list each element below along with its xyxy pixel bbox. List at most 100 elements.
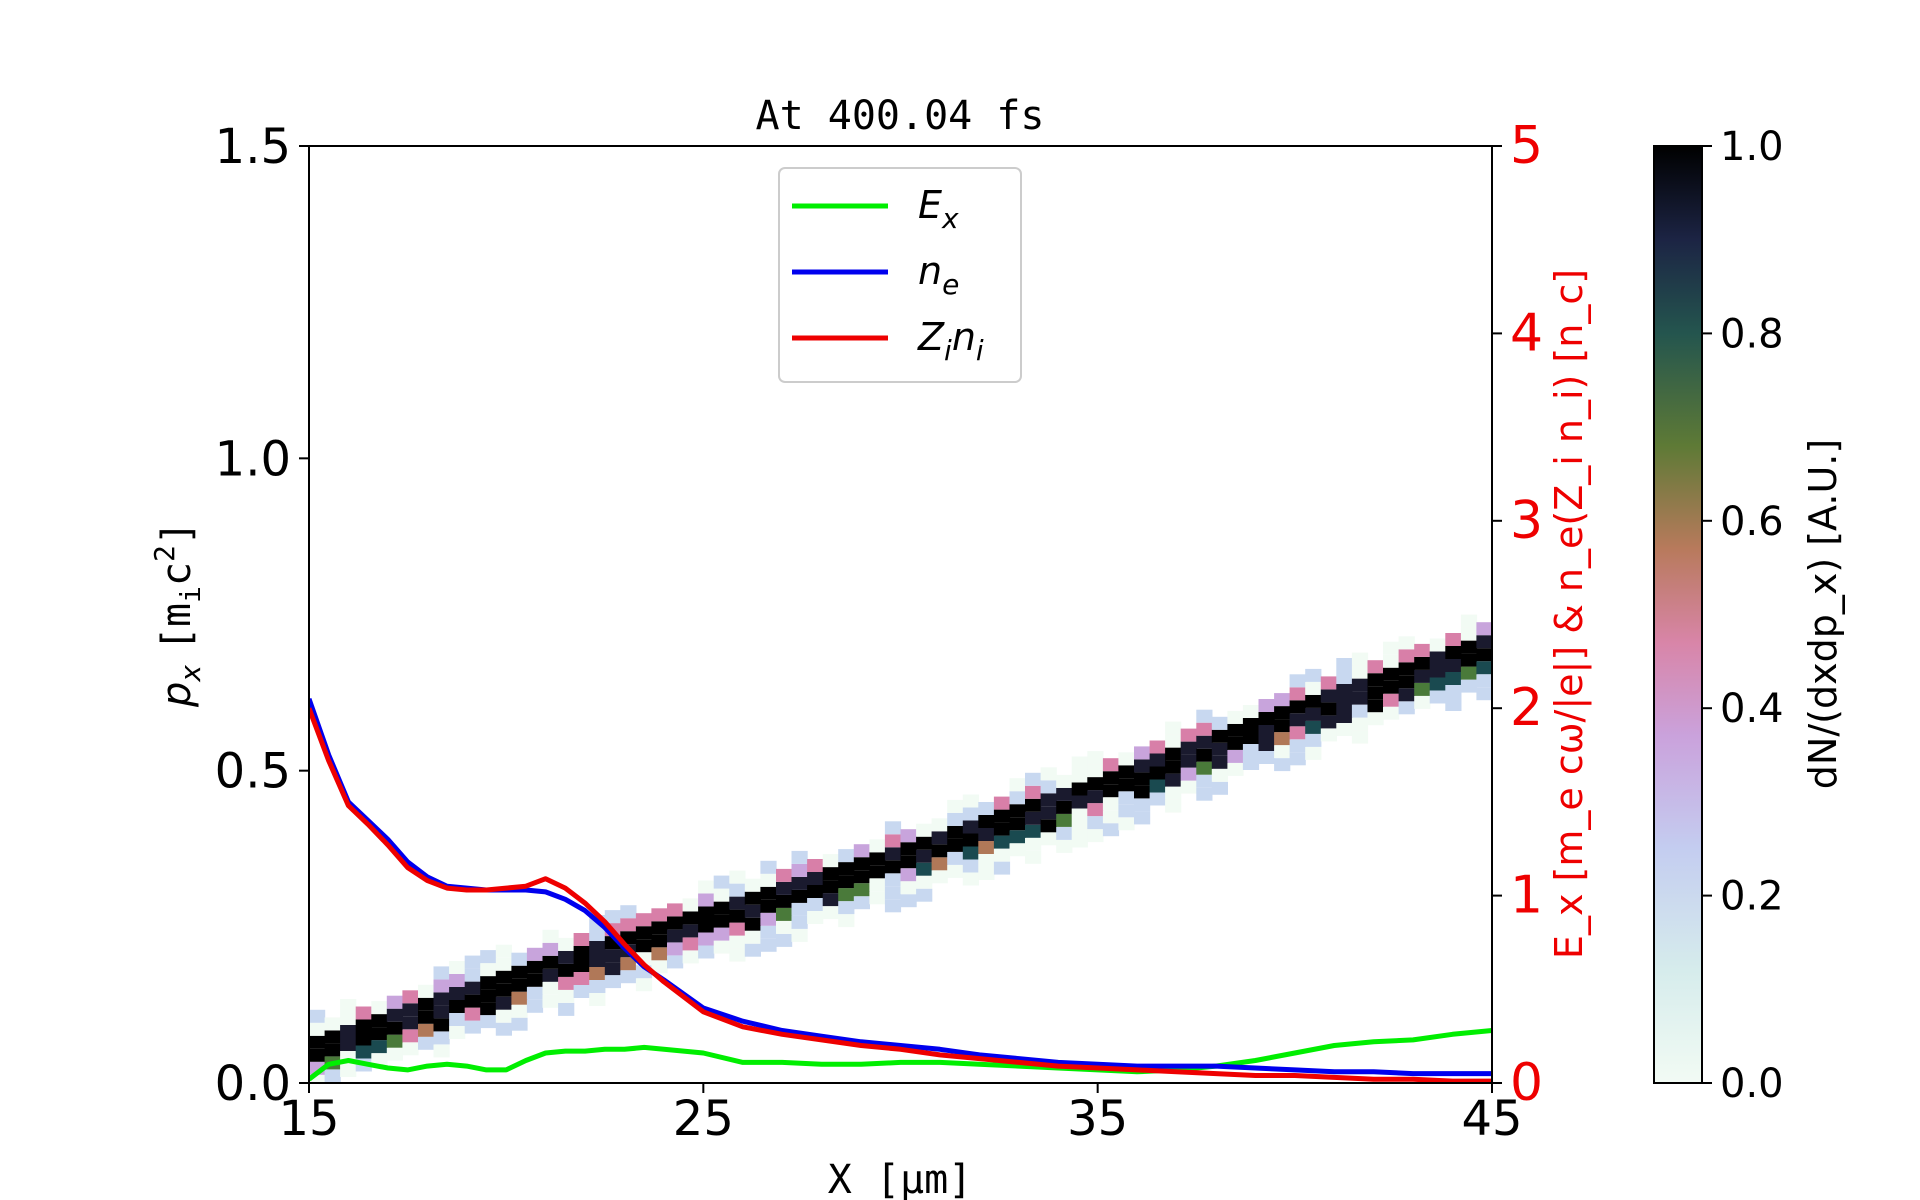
phase-space-cell — [791, 850, 808, 864]
phase-space-cell — [1445, 646, 1462, 659]
phase-space-cell — [791, 915, 808, 929]
phase-space-cell — [480, 950, 497, 964]
phase-space-cell — [760, 938, 777, 952]
phase-space-cell — [1242, 718, 1260, 731]
phase-space-cell — [1445, 685, 1462, 698]
phase-space-cell — [433, 1018, 450, 1032]
phase-space-cell — [1056, 839, 1073, 853]
phase-space-cell — [1305, 746, 1322, 760]
phase-space-cell — [511, 978, 528, 992]
phase-space-cell — [449, 961, 466, 974]
phase-space-cell — [1025, 850, 1042, 864]
phase-space-cell — [402, 1042, 419, 1056]
phase-space-cell — [1305, 681, 1322, 695]
phase-space-cell — [791, 902, 808, 916]
phase-space-cell — [682, 950, 699, 964]
phase-space-cell — [1040, 780, 1057, 794]
phase-space-cell — [791, 863, 808, 877]
phase-space-cell — [1211, 742, 1228, 756]
phase-space-cell — [1289, 687, 1306, 701]
phase-space-cell — [1134, 772, 1151, 786]
phase-space-cell — [480, 976, 497, 990]
series-line-ne — [309, 697, 1492, 1077]
y-left-tick-label: 1.5 — [215, 119, 291, 175]
x-axis: 15 25 35 45 — [278, 1083, 1523, 1147]
phase-space-cell — [1087, 803, 1104, 817]
phase-space-cell — [1087, 829, 1104, 843]
phase-space-cell — [340, 1038, 357, 1051]
phase-space-cell — [791, 928, 808, 942]
legend-label: Zini — [917, 315, 984, 367]
phase-space-cell — [558, 1002, 575, 1016]
phase-space-cell — [884, 834, 902, 848]
phase-space-cell — [931, 831, 948, 845]
phase-space-cell — [495, 996, 512, 1010]
phase-space-cell — [1056, 787, 1073, 801]
phase-space-cell — [589, 980, 606, 993]
phase-space-cell — [1134, 798, 1151, 812]
phase-space-cell — [480, 1015, 497, 1029]
phase-space-cell — [729, 948, 746, 962]
phase-space-cell — [1351, 717, 1369, 731]
phase-space-cell — [433, 992, 450, 1006]
phase-space-cell — [1009, 817, 1026, 831]
phase-space-cell — [1258, 712, 1275, 725]
phase-space-cell — [1274, 693, 1291, 707]
colorbar-tick-label: 0.6 — [1720, 499, 1784, 545]
phase-space-cell — [449, 1013, 466, 1026]
phase-space-cell — [713, 888, 730, 902]
phase-space-cell — [1180, 741, 1197, 755]
phase-space-cell — [667, 916, 684, 930]
phase-space-cell — [324, 1030, 341, 1044]
phase-space-cell — [511, 965, 528, 979]
phase-space-cell — [1165, 773, 1182, 787]
phase-space-cell — [1242, 731, 1260, 744]
phase-space-cell — [1040, 793, 1057, 807]
phase-space-cell — [1320, 702, 1337, 716]
phase-space-cell — [916, 823, 933, 837]
phase-space-cell — [931, 870, 948, 884]
phase-space-cell — [807, 911, 824, 924]
phase-space-cell — [355, 1006, 372, 1020]
y-left-tick-label: 0.0 — [215, 1056, 291, 1112]
phase-space-cell — [1040, 767, 1057, 781]
y-left-tick-label: 0.5 — [215, 744, 291, 800]
phase-space-cell — [729, 909, 746, 923]
phase-space-cell — [1056, 774, 1073, 788]
phase-space-cell — [371, 1014, 388, 1028]
phase-space-cell — [1087, 790, 1104, 804]
phase-space-cell — [916, 862, 933, 876]
phase-space-cell — [418, 984, 435, 998]
phase-space-cell — [1009, 791, 1026, 805]
phase-space-cell — [495, 983, 512, 997]
phase-space-cell — [698, 880, 715, 894]
phase-space-cell — [884, 899, 902, 913]
phase-space-cell — [807, 885, 824, 898]
phase-space-cell — [1196, 709, 1213, 723]
phase-space-cell — [1056, 826, 1073, 840]
phase-space-cell — [1196, 722, 1213, 736]
phase-space-cell — [1351, 730, 1369, 744]
phase-space-cell — [573, 985, 590, 998]
phase-space-cell — [1134, 785, 1151, 799]
phase-space-cell — [962, 794, 979, 808]
phase-space-cell — [1429, 664, 1446, 678]
phase-space-cell — [1429, 651, 1446, 665]
colorbar-tick-label: 0.8 — [1720, 311, 1784, 357]
phase-space-cell — [822, 893, 839, 907]
phase-space-cell — [526, 947, 544, 961]
phase-space-cell — [386, 1034, 403, 1048]
colorbar-label: dN/(dxdp_x) [A.U.] — [1801, 439, 1845, 789]
phase-space-cell — [542, 929, 559, 943]
phase-space-cell — [1118, 817, 1135, 831]
phase-space-cell — [1180, 728, 1197, 742]
y-right-tick-label: 2 — [1510, 678, 1543, 738]
phase-space-cell — [526, 973, 544, 987]
phase-space-cell — [1149, 779, 1166, 793]
phase-space-cell — [1025, 772, 1042, 786]
phase-space-cell — [1367, 699, 1384, 713]
legend-label: Ex — [918, 183, 959, 235]
phase-space-cell — [807, 859, 824, 872]
phase-space-cell — [698, 932, 715, 946]
y-axis-right: 0 1 2 3 4 5 — [1492, 116, 1543, 1113]
